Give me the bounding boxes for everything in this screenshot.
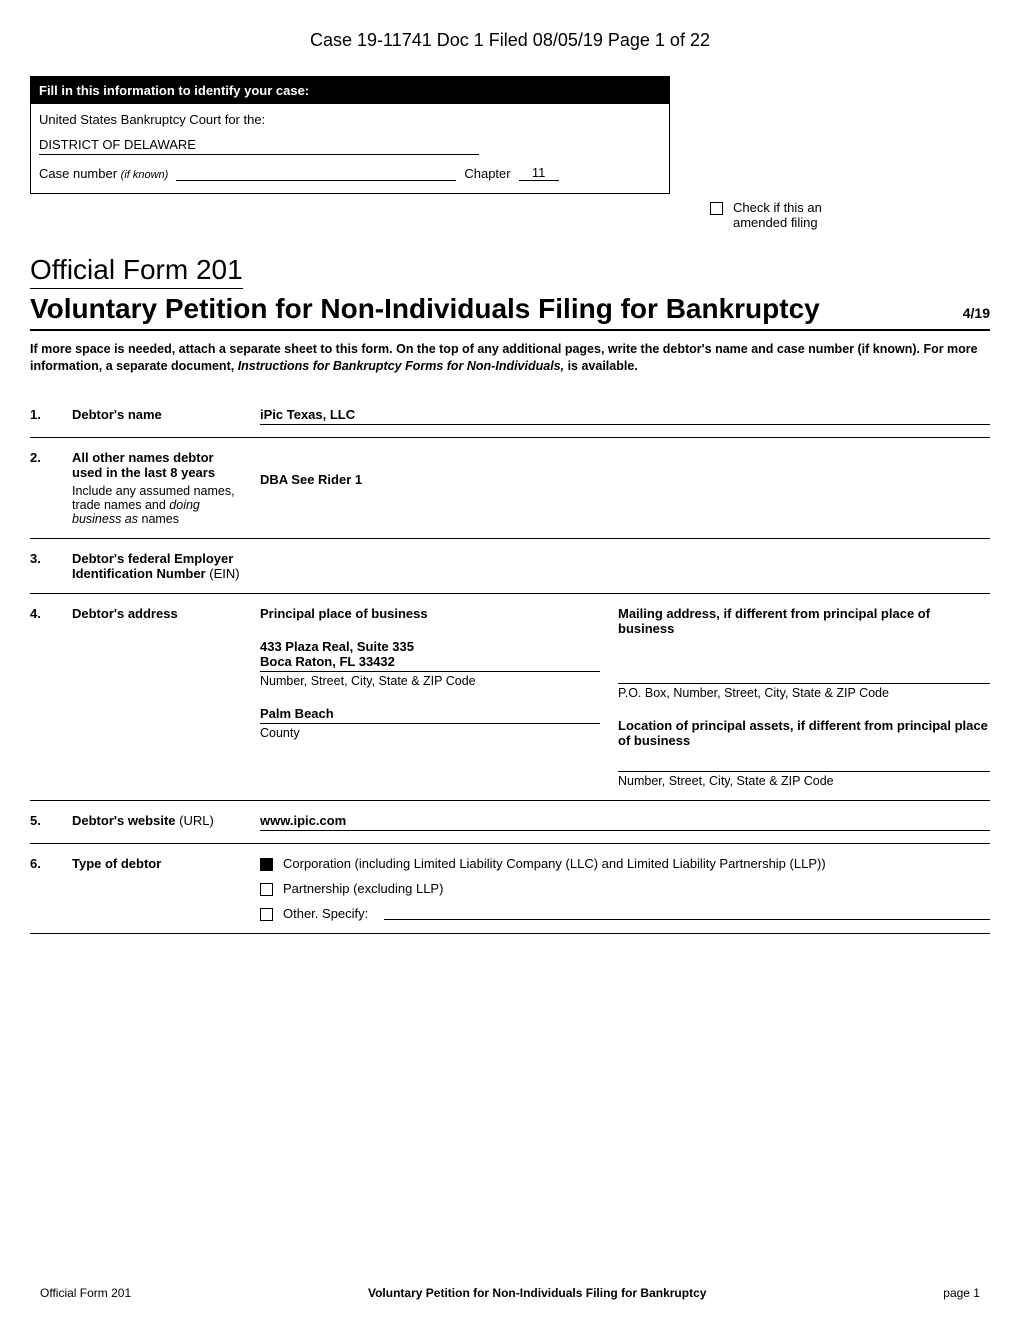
- q2-label: All other names debtor used in the last …: [72, 450, 242, 526]
- q3-row: 3. Debtor's federal Employer Identificat…: [30, 539, 990, 594]
- q4-mailing-blank[interactable]: [618, 668, 990, 684]
- q6-other-specify-input[interactable]: [384, 906, 990, 920]
- q4-assets-heading: Location of principal assets, if differe…: [618, 718, 990, 748]
- q5-row: 5. Debtor's website (URL) www.ipic.com: [30, 801, 990, 844]
- q5-label: Debtor's website (URL): [72, 813, 242, 831]
- q4-assets-blank[interactable]: [618, 756, 990, 772]
- amended-filing-label: Check if this an amended filing: [733, 200, 873, 230]
- q4-number: 4.: [30, 606, 54, 788]
- form-title: Voluntary Petition for Non-Individuals F…: [30, 293, 820, 325]
- q6-corporation-label: Corporation (including Limited Liability…: [283, 856, 826, 871]
- q4-assets-caption: Number, Street, City, State & ZIP Code: [618, 774, 990, 788]
- official-form-number: Official Form 201: [30, 254, 243, 289]
- q4-address-caption: Number, Street, City, State & ZIP Code: [260, 674, 600, 688]
- q4-address-line1: 433 Plaza Real, Suite 335: [260, 639, 600, 654]
- footer-center: Voluntary Petition for Non-Individuals F…: [368, 1286, 706, 1300]
- case-number-input[interactable]: [176, 165, 456, 181]
- case-identification-box: Fill in this information to identify you…: [30, 76, 670, 194]
- q1-row: 1. Debtor's name iPic Texas, LLC: [30, 395, 990, 438]
- q6-number: 6.: [30, 856, 54, 921]
- q3-value: [260, 551, 990, 581]
- q4-mailing-caption: P.O. Box, Number, Street, City, State & …: [618, 686, 990, 700]
- q2-number: 2.: [30, 450, 54, 526]
- district-value: DISTRICT OF DELAWARE: [39, 137, 479, 155]
- q6-label: Type of debtor: [72, 856, 242, 921]
- q1-label: Debtor's name: [72, 407, 242, 425]
- q6-other-label: Other. Specify:: [283, 906, 368, 921]
- q6-partnership-label: Partnership (excluding LLP): [283, 881, 443, 896]
- q6-corporation-checkbox[interactable]: [260, 858, 273, 871]
- court-for-label: United States Bankruptcy Court for the:: [39, 112, 661, 127]
- q4-label: Debtor's address: [72, 606, 242, 788]
- q6-other-checkbox[interactable]: [260, 908, 273, 921]
- form-instructions: If more space is needed, attach a separa…: [30, 341, 990, 375]
- q4-row: 4. Debtor's address Principal place of b…: [30, 594, 990, 801]
- q5-value: www.ipic.com: [260, 813, 990, 831]
- q2-value: DBA See Rider 1: [260, 472, 362, 487]
- case-number-label: Case number (if known): [39, 166, 168, 181]
- chapter-value: 11: [519, 165, 559, 181]
- case-box-title: Fill in this information to identify you…: [31, 77, 669, 104]
- page-footer: Official Form 201 Voluntary Petition for…: [40, 1286, 980, 1300]
- amended-filing-checkbox-row: Check if this an amended filing: [710, 200, 873, 230]
- q2-row: 2. All other names debtor used in the la…: [30, 438, 990, 539]
- q1-value: iPic Texas, LLC: [260, 407, 990, 425]
- q6-row: 6. Type of debtor Corporation (including…: [30, 844, 990, 934]
- q5-number: 5.: [30, 813, 54, 831]
- chapter-label: Chapter: [464, 166, 510, 181]
- case-header-line: Case 19-11741 Doc 1 Filed 08/05/19 Page …: [30, 30, 990, 51]
- q4-county-value: Palm Beach: [260, 706, 600, 724]
- q4-county-caption: County: [260, 726, 600, 740]
- q6-partnership-checkbox[interactable]: [260, 883, 273, 896]
- q1-number: 1.: [30, 407, 54, 425]
- q3-label: Debtor's federal Employer Identification…: [72, 551, 242, 581]
- q4-principal-heading: Principal place of business: [260, 606, 600, 621]
- q4-mailing-heading: Mailing address, if different from princ…: [618, 606, 990, 636]
- amended-filing-checkbox[interactable]: [710, 202, 723, 215]
- footer-left: Official Form 201: [40, 1286, 131, 1300]
- form-version: 4/19: [963, 305, 990, 321]
- q3-number: 3.: [30, 551, 54, 581]
- q4-address-line2: Boca Raton, FL 33432: [260, 654, 600, 672]
- footer-right: page 1: [943, 1286, 980, 1300]
